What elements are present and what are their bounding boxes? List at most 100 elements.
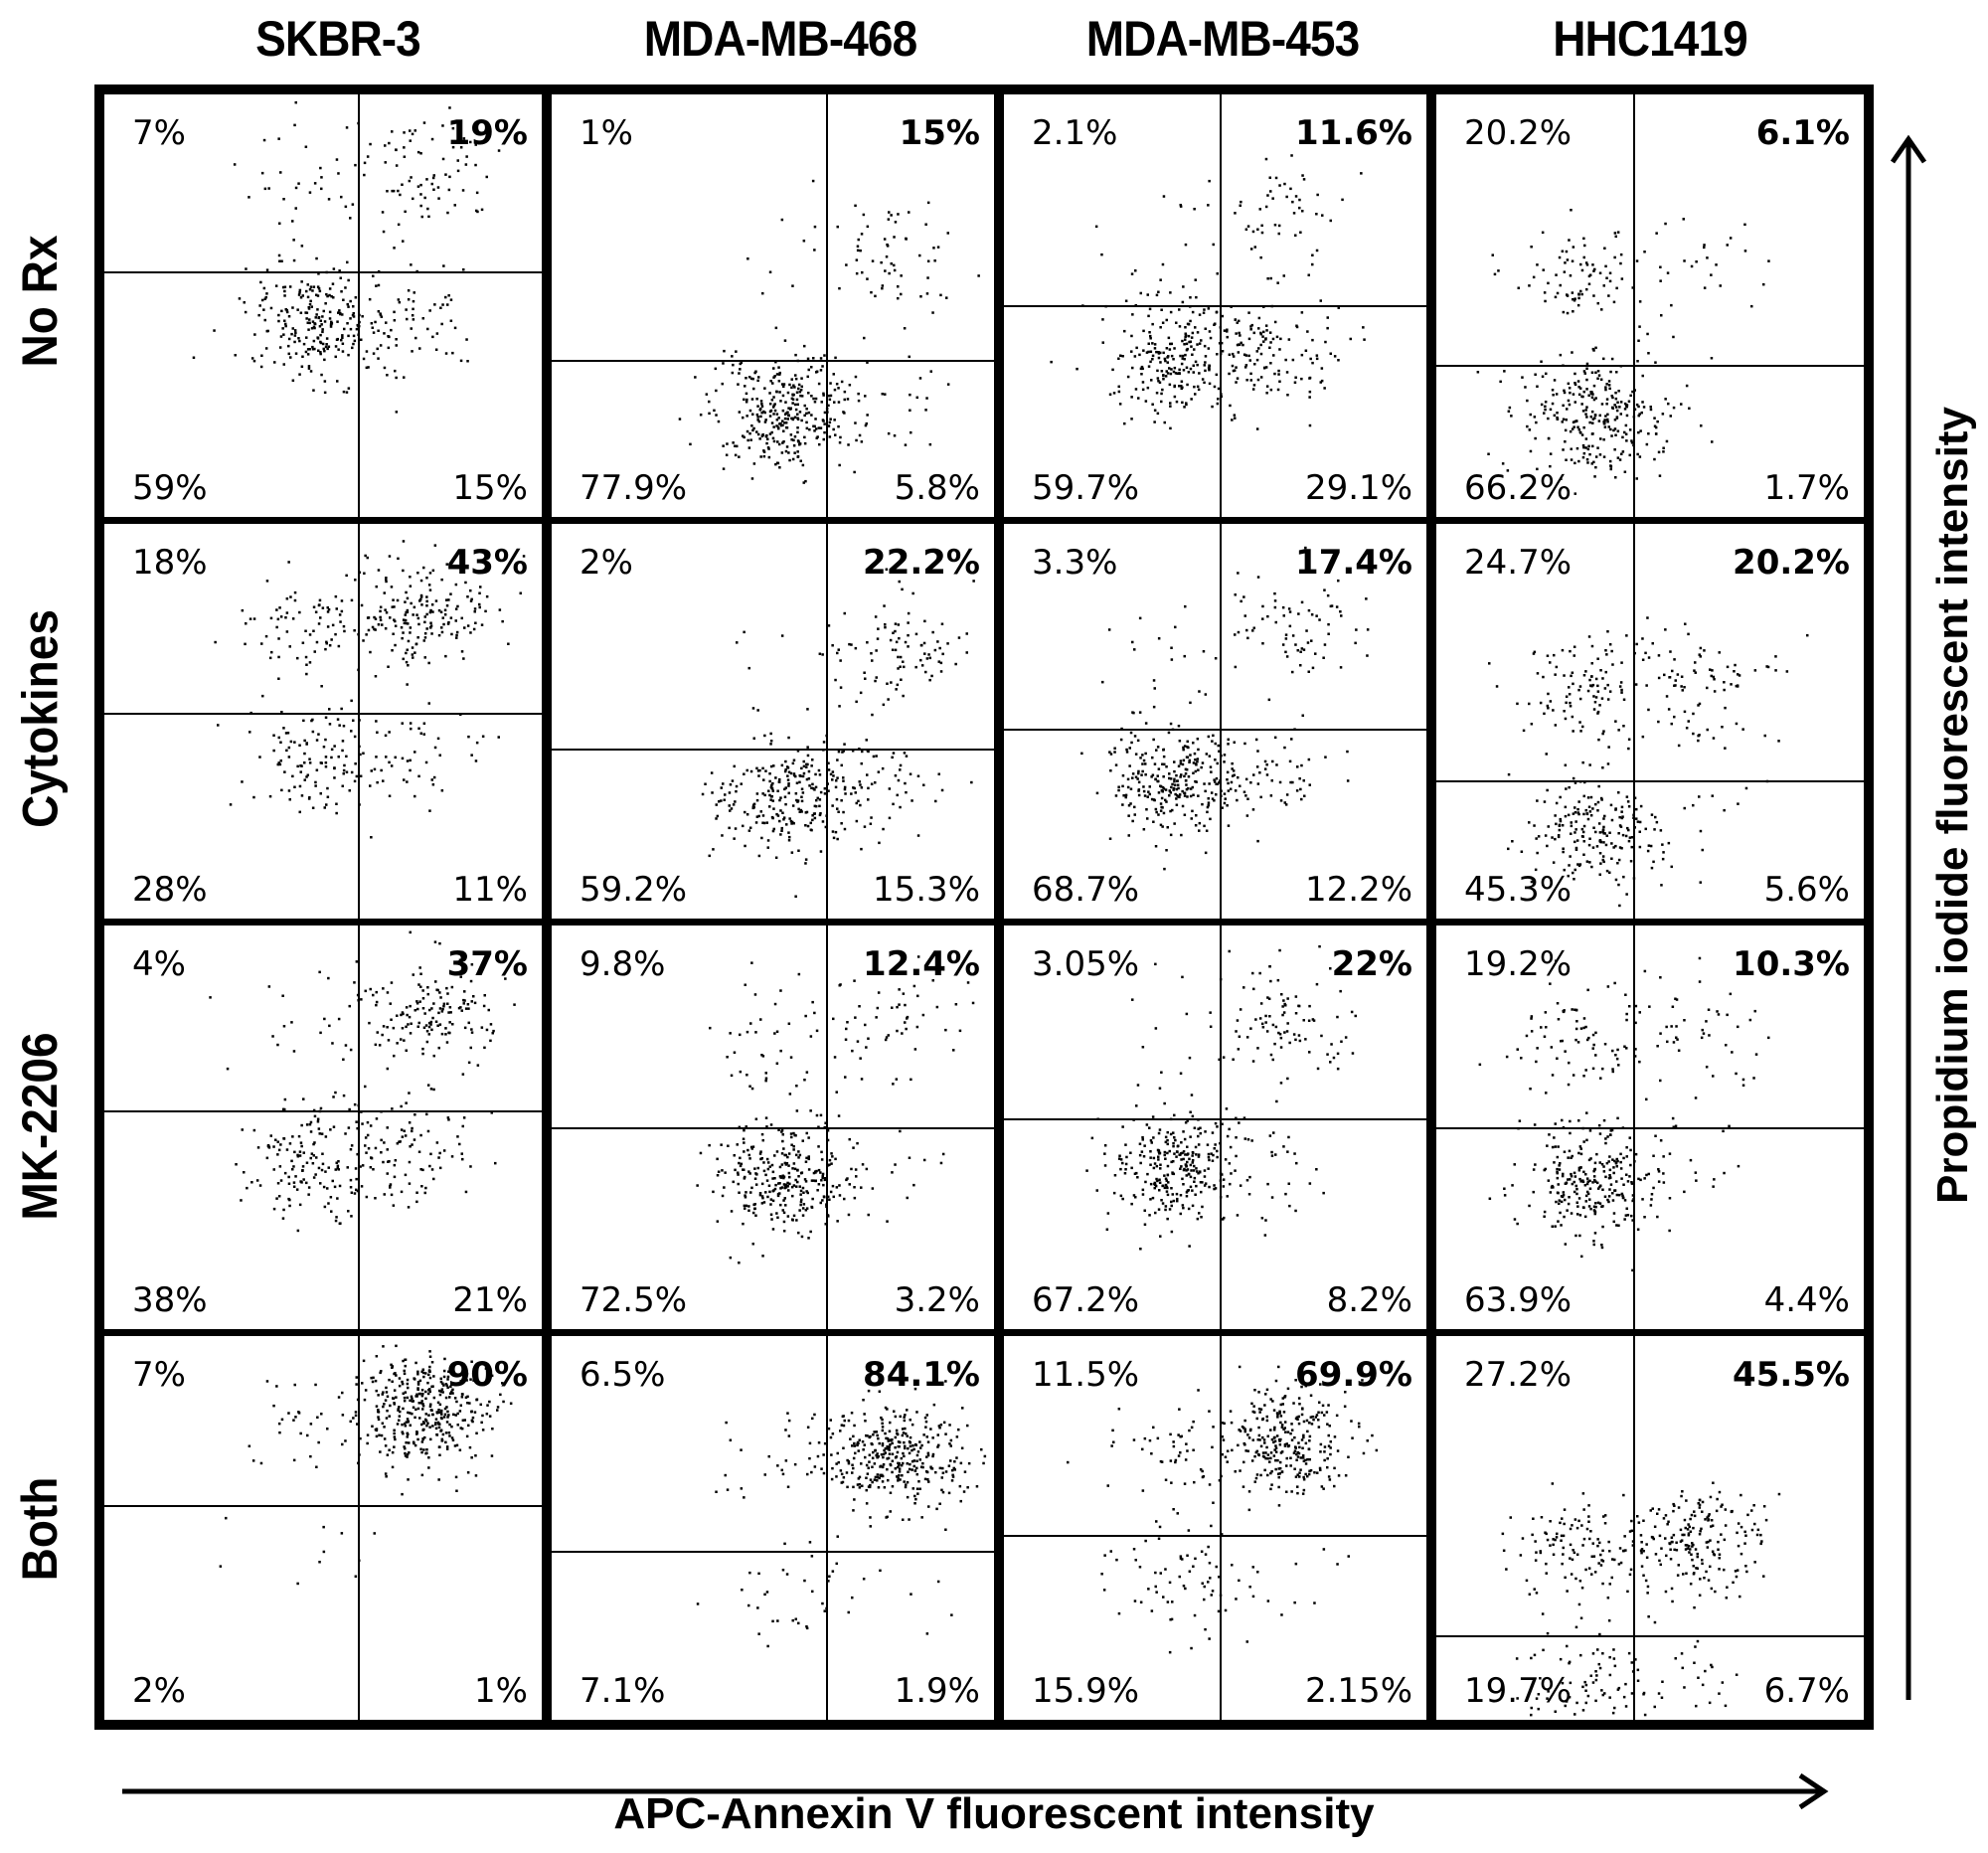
annexin-gate-line — [1632, 94, 1635, 517]
scatter-dots — [219, 1344, 513, 1585]
quadrant-label-upper-left: 9.8% — [580, 943, 666, 984]
quadrant-label-lower-right: 5.8% — [894, 467, 980, 508]
quadrant-label-upper-right: 22% — [1331, 943, 1412, 984]
quadrant-label-lower-right: 15.3% — [872, 869, 980, 910]
quadrant-label-lower-left: 7.1% — [580, 1671, 666, 1711]
scatter-dots — [1050, 154, 1366, 430]
pi-gate-line — [552, 1126, 994, 1129]
quadrant-label-lower-left: 77.9% — [580, 467, 688, 508]
scatter-panel: 9.8% 12.4% 72.5% 3.2% — [552, 925, 994, 1329]
row-title-no-rx-text: No Rx — [12, 235, 68, 367]
quadrant-label-upper-left: 11.5% — [1032, 1354, 1140, 1395]
quadrant-label-lower-right: 15% — [452, 467, 528, 508]
row-title-mk2206: MK-2206 — [0, 920, 80, 1332]
column-title-skbr3: SKBR-3 — [255, 11, 421, 67]
pi-gate-line — [1436, 1634, 1864, 1637]
quadrant-label-upper-left: 3.05% — [1032, 943, 1140, 984]
quadrant-label-upper-right: 22.2% — [863, 542, 980, 583]
scatter-dots — [1501, 1481, 1781, 1716]
scatter-panel: 7% 19% 59% 15% — [104, 94, 542, 517]
column-divider — [994, 94, 1004, 1720]
pi-gate-line — [104, 1504, 542, 1507]
scatter-panel: 1% 15% 77.9% 5.8% — [552, 94, 994, 517]
quadrant-label-upper-left: 3.3% — [1032, 542, 1118, 583]
pi-gate-line — [1004, 1535, 1426, 1538]
scatter-panel: 18% 43% 28% 11% — [104, 523, 542, 919]
annexin-gate-line — [1219, 523, 1222, 919]
quadrant-label-lower-right: 2.15% — [1304, 1671, 1412, 1711]
row-divider — [104, 918, 1864, 926]
scatter-dots — [1476, 209, 1770, 495]
flow-cytometry-grid: 7% 19% 59% 15% 1% 15% 77.9% 5.8% 2.1% 11.6% 59.7% 2… — [94, 84, 1874, 1730]
pi-gate-line — [1004, 728, 1426, 731]
quadrant-label-upper-right: 19% — [446, 113, 528, 153]
scatter-dots — [696, 954, 975, 1263]
annexin-gate-line — [358, 925, 361, 1329]
quadrant-label-upper-left: 24.7% — [1464, 542, 1573, 583]
pi-gate-line — [1436, 364, 1864, 367]
quadrant-label-upper-right: 84.1% — [863, 1354, 980, 1395]
scatter-dots — [1085, 944, 1357, 1250]
quadrant-label-upper-right: 90% — [446, 1354, 528, 1395]
pi-gate-line — [552, 1550, 994, 1553]
row-title-cytokines-text: Cytokines — [12, 608, 68, 828]
scatter-panel: 11.5% 69.9% 15.9% 2.15% — [1004, 1335, 1426, 1720]
scatter-panel: 2% 22.2% 59.2% 15.3% — [552, 523, 994, 919]
quadrant-label-lower-right: 3.2% — [894, 1279, 980, 1320]
quadrant-label-lower-left: 45.3% — [1464, 869, 1573, 910]
quadrant-label-upper-right: 10.3% — [1733, 943, 1850, 984]
quadrant-label-lower-left: 67.2% — [1032, 1279, 1140, 1320]
annexin-gate-line — [1219, 1335, 1222, 1720]
scatter-dots — [214, 539, 526, 838]
scatter-panel: 27.2% 45.5% 19.7% 6.7% — [1436, 1335, 1864, 1720]
pi-gate-line — [1436, 779, 1864, 782]
row-divider — [104, 1328, 1864, 1336]
quadrant-label-lower-right: 11% — [452, 869, 528, 910]
row-title-both-text: Both — [12, 1476, 68, 1581]
quadrant-label-lower-left: 2% — [132, 1671, 186, 1711]
quadrant-label-lower-right: 1% — [474, 1671, 528, 1711]
annexin-gate-line — [1632, 523, 1635, 919]
annexin-gate-line — [358, 1335, 361, 1720]
quadrant-label-lower-left: 28% — [132, 869, 208, 910]
quadrant-label-upper-left: 18% — [132, 542, 208, 583]
quadrant-label-lower-left: 68.7% — [1032, 869, 1140, 910]
quadrant-label-upper-right: 15% — [899, 113, 980, 153]
scatter-panel: 7% 90% 2% 1% — [104, 1335, 542, 1720]
quadrant-label-lower-right: 4.4% — [1763, 1279, 1850, 1320]
column-title-mda-mb-468: MDA-MB-468 — [643, 11, 917, 67]
scatter-panel: 6.5% 84.1% 7.1% 1.9% — [552, 1335, 994, 1720]
annexin-gate-line — [358, 523, 361, 919]
annexin-gate-line — [825, 1335, 828, 1720]
pi-gate-line — [552, 360, 994, 363]
x-axis-arrow-icon — [122, 1772, 1829, 1810]
quadrant-label-lower-left: 66.2% — [1464, 467, 1573, 508]
column-title-mda-mb-453: MDA-MB-453 — [1085, 11, 1360, 67]
scatter-panel: 3.3% 17.4% 68.7% 12.2% — [1004, 523, 1426, 919]
annexin-gate-line — [1219, 925, 1222, 1329]
y-axis-arrow-icon — [1890, 134, 1927, 1700]
scatter-dots — [696, 1379, 987, 1647]
quadrant-label-lower-right: 6.7% — [1763, 1671, 1850, 1711]
quadrant-label-upper-right: 43% — [446, 542, 528, 583]
scatter-dots — [192, 100, 501, 414]
row-title-both: Both — [0, 1332, 80, 1725]
pi-gate-line — [1436, 1126, 1864, 1129]
annexin-gate-line — [358, 94, 361, 517]
annexin-gate-line — [825, 94, 828, 517]
scatter-panel: 19.2% 10.3% 63.9% 4.4% — [1436, 925, 1864, 1329]
y-axis-label-text: Propidium iodide fluorescent intensity — [1928, 407, 1977, 1204]
quadrant-label-lower-left: 38% — [132, 1279, 208, 1320]
scatter-dots — [678, 179, 980, 484]
scatter-panel: 24.7% 20.2% 45.3% 5.6% — [1436, 523, 1864, 919]
quadrant-label-upper-right: 69.9% — [1295, 1354, 1412, 1395]
quadrant-label-upper-right: 11.6% — [1295, 113, 1412, 153]
quadrant-label-upper-left: 19.2% — [1464, 943, 1573, 984]
quadrant-label-upper-left: 20.2% — [1464, 113, 1573, 153]
column-divider — [1426, 94, 1436, 1720]
quadrant-label-lower-left: 63.9% — [1464, 1279, 1573, 1320]
scatter-dots — [701, 568, 975, 898]
row-title-cytokines: Cytokines — [0, 517, 80, 920]
pi-gate-line — [104, 1110, 542, 1113]
scatter-dots — [1080, 546, 1370, 870]
